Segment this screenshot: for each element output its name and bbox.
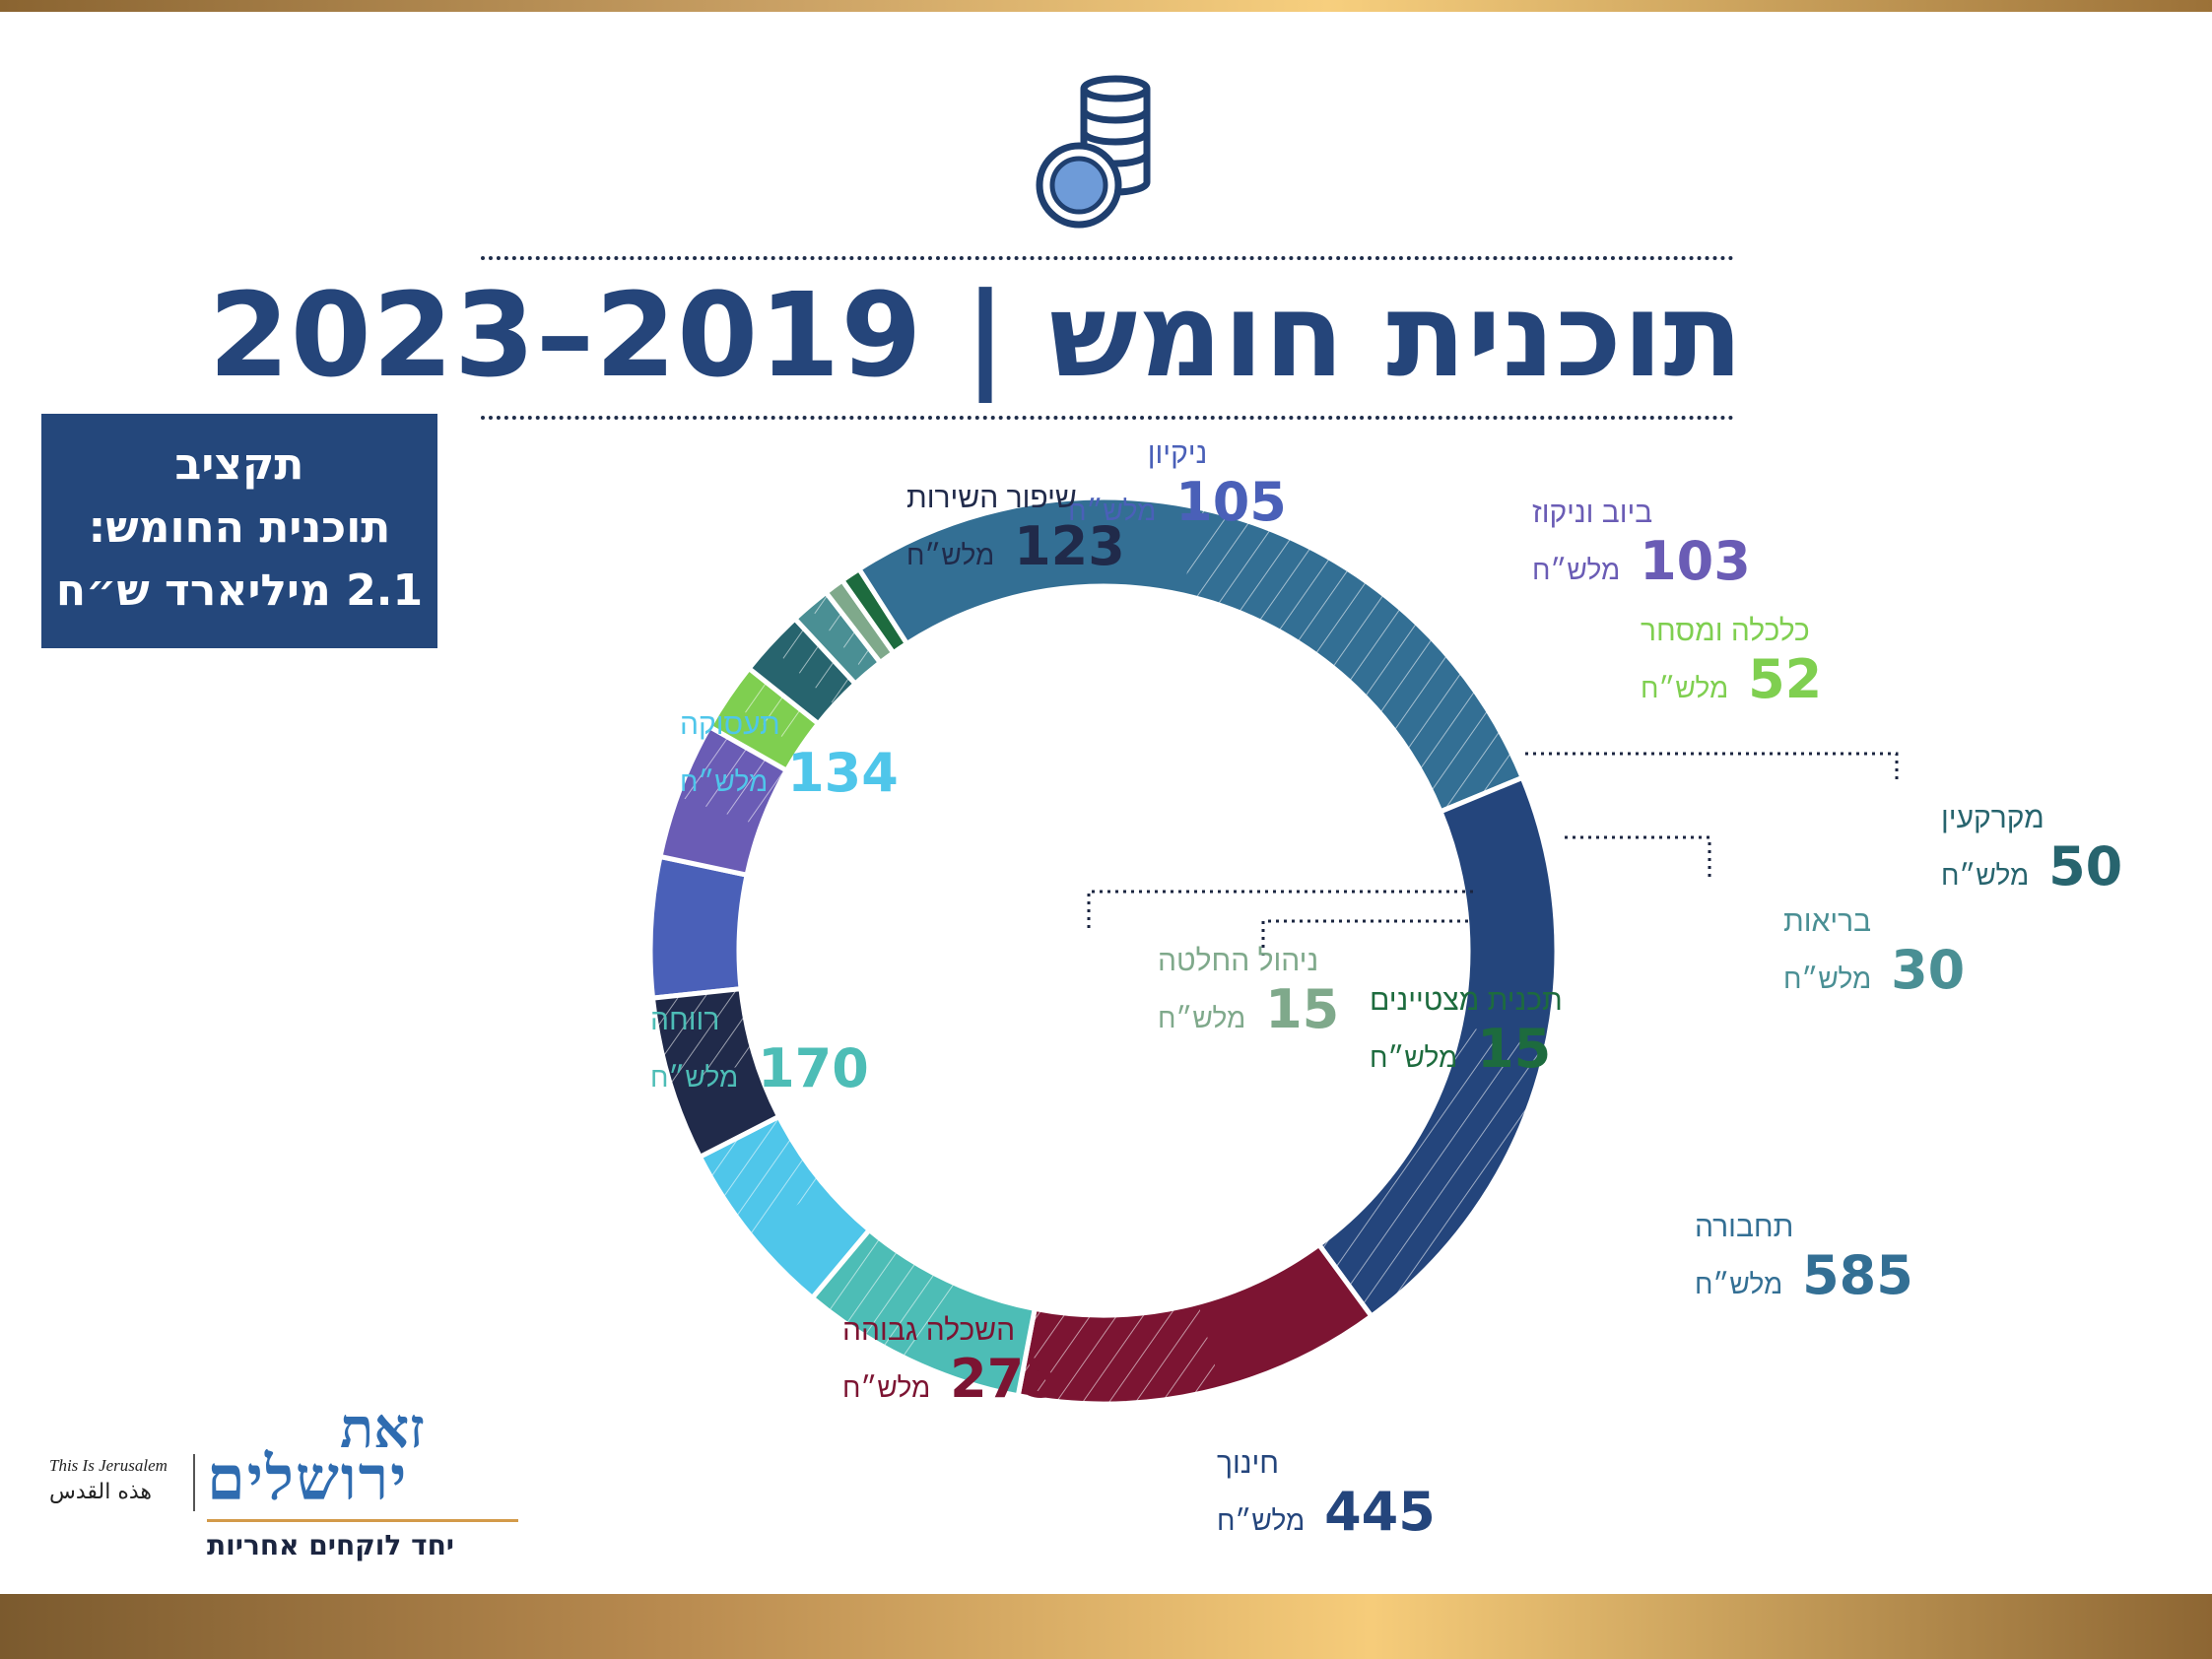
slice-label-name-0: ניקיון: [1148, 437, 1208, 470]
slice-hatch-1: [677, 728, 786, 827]
slice-hatch-12: [652, 990, 757, 1088]
slice-hatch-2: [725, 670, 818, 750]
coins-stack-icon: [1036, 75, 1151, 229]
slice-label-name-6: תכנית מצטיינים: [1370, 984, 1563, 1017]
budget-line-2: תוכנית החומש:: [88, 502, 391, 553]
logo-arabic: هذه القدس: [49, 1480, 153, 1504]
slice-label-value-5: 15 מלש״ח: [1158, 978, 1339, 1040]
slice-label-name-3: מקרקעין: [1941, 802, 2044, 834]
bottom-gold-bar: [0, 1594, 2212, 1659]
slice-label-value-3: 50 מלש״ח: [1941, 835, 2122, 897]
slice-label-value-7: 585 מלש״ח: [1695, 1244, 1913, 1306]
slice-0: [647, 853, 751, 1001]
slice-label-name-4: בריאות: [1783, 905, 1871, 938]
slice-label-name-10: רווחה: [650, 1004, 719, 1036]
slice-hatch-7: [1181, 507, 1522, 810]
slice-hatch-8: [1320, 1026, 1548, 1315]
slice-label-name-2: כלכלה ומסחר: [1641, 615, 1810, 647]
slice-label-name-5: ניהול החלטה: [1158, 945, 1318, 977]
slice-label-name-8: חינוך: [1217, 1447, 1279, 1480]
slice-label-value-0: 105 מלש״ח: [1068, 471, 1287, 533]
title-bottom-divider: [481, 416, 1734, 420]
slice-hatch-9: [1020, 1302, 1222, 1404]
slice-label-value-10: 170 מלש״ח: [650, 1037, 869, 1099]
leader-line-3: [1525, 752, 1899, 783]
slice-label-name-7: תחבורה: [1695, 1211, 1793, 1243]
slice-label-value-11: 134 מלש״ח: [680, 742, 899, 804]
slice-hatch-4: [808, 593, 879, 675]
slice-label-value-1: 103 מלש״ח: [1532, 530, 1751, 592]
logo-tagline: יחד לוקחים אחריות: [207, 1529, 455, 1561]
slice-label-value-6: 15 מלש״ח: [1370, 1018, 1551, 1080]
logo-english: This Is Jerusalem: [49, 1456, 168, 1475]
logo-hebrew-line2: ירושלים: [207, 1442, 409, 1514]
slice-label-name-1: ביוב וניקוז: [1532, 497, 1652, 529]
slice-hatch-3: [769, 620, 854, 705]
slice-label-name-11: תעסוקה: [680, 708, 780, 741]
title-top-divider: [481, 256, 1734, 260]
logo-divider: [193, 1454, 195, 1511]
slice-hatch-11: [701, 1118, 824, 1240]
slice-label-name-12: שיפור השירות: [906, 482, 1077, 514]
slice-label-value-9: 275 מלש״ח: [842, 1348, 1061, 1410]
slice-label-name-9: השכלה גבוהה: [842, 1314, 1015, 1347]
slice-label-value-4: 30 מלש״ח: [1783, 939, 1965, 1001]
slice-label-value-12: 123 מלש״ח: [906, 515, 1125, 577]
leader-line-5: [1087, 890, 1473, 931]
leader-line-4: [1565, 835, 1711, 882]
slice-label-value-2: 52 מלש״ח: [1641, 648, 1822, 710]
leader-line-6: [1261, 919, 1468, 956]
budget-summary-box: תקציב תוכנית החומש: 2.1 מיליארד ש״ח: [41, 414, 437, 648]
logo-hebrew-line1: זאת: [340, 1396, 425, 1461]
page-title: תוכנית חומש | 2019–2023: [208, 267, 1744, 403]
logo-underline: [207, 1519, 518, 1522]
slice-label-value-8: 445 מלש״ח: [1217, 1481, 1436, 1543]
top-gold-bar: [0, 0, 2212, 12]
budget-line-3: 2.1 מיליארד ש״ח: [55, 565, 424, 616]
slice-hatch-10: [814, 1230, 956, 1365]
budget-line-1: תקציב: [174, 439, 304, 490]
